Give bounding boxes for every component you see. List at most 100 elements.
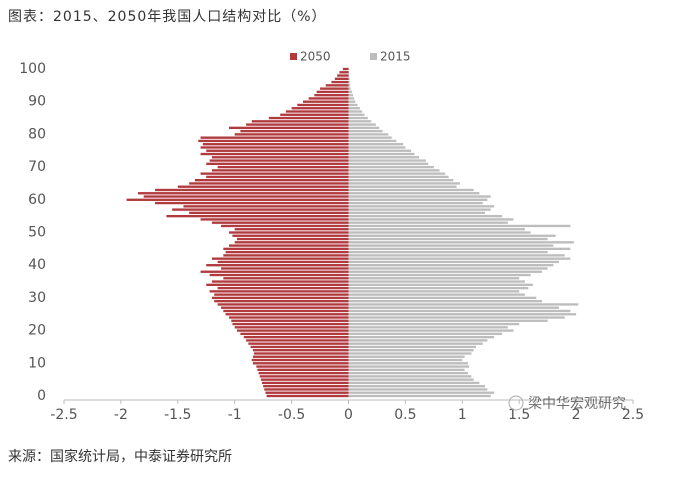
bar — [348, 126, 380, 130]
bar — [320, 87, 349, 90]
bar — [348, 218, 514, 221]
bar — [297, 103, 349, 107]
bar — [348, 133, 389, 136]
bar — [223, 247, 349, 251]
bar — [217, 260, 349, 264]
bar — [348, 116, 368, 120]
bar — [200, 218, 349, 221]
bar — [260, 378, 349, 381]
bar — [348, 293, 525, 296]
bar — [211, 169, 349, 172]
bar — [348, 352, 472, 355]
bar — [206, 175, 349, 179]
y-tick-label: 10 — [28, 355, 46, 371]
bar — [200, 146, 349, 149]
bar — [348, 159, 426, 162]
bar — [209, 159, 349, 162]
bar — [251, 358, 349, 362]
bar — [262, 381, 349, 385]
bar — [348, 71, 350, 74]
bar — [348, 381, 480, 385]
bar — [252, 349, 349, 352]
x-tick-label: 1 — [458, 407, 467, 423]
y-tick-label: 100 — [19, 61, 46, 77]
source-note: 来源：国家统计局，中泰证券研究所 — [8, 449, 232, 465]
bar — [221, 267, 349, 270]
bar — [348, 224, 571, 228]
y-tick-label: 30 — [28, 290, 46, 306]
bar — [348, 368, 465, 372]
bar — [348, 270, 542, 273]
bar — [348, 192, 480, 195]
bar — [285, 110, 349, 113]
bar — [225, 250, 349, 254]
bar — [348, 185, 457, 188]
bar — [240, 129, 349, 133]
bar — [243, 335, 349, 339]
bar — [348, 107, 360, 110]
bar — [348, 110, 363, 113]
bar — [280, 113, 349, 116]
bar — [348, 123, 376, 126]
bar — [200, 136, 349, 139]
bar — [250, 345, 349, 349]
bar — [348, 113, 365, 116]
y-tick-label: 90 — [28, 94, 46, 110]
bar — [206, 162, 349, 166]
bar — [348, 198, 488, 201]
bar — [166, 214, 349, 218]
bar — [246, 339, 349, 342]
bar — [348, 257, 571, 260]
y-tick-label: 50 — [28, 225, 46, 241]
bar — [348, 250, 548, 254]
bar — [229, 316, 349, 319]
bar — [348, 211, 486, 215]
legend-swatch — [290, 53, 297, 60]
bar — [223, 254, 349, 257]
chart-title: 图表：2015、2050年我国人口结构对比（%） — [8, 9, 327, 25]
bar — [183, 205, 349, 208]
x-tick-label: -0.5 — [278, 407, 305, 423]
bar — [211, 257, 349, 260]
bar — [348, 335, 495, 339]
bar — [348, 208, 491, 211]
bar — [266, 394, 349, 398]
bar — [348, 316, 565, 319]
bar — [334, 77, 349, 80]
bar — [217, 286, 349, 290]
bar — [232, 322, 349, 326]
watermark: 梁中华宏观研究 — [528, 396, 626, 412]
bar — [337, 74, 349, 77]
bar — [348, 355, 465, 358]
bar — [348, 299, 542, 303]
x-tick-label: -2.5 — [50, 407, 77, 423]
bar — [248, 342, 349, 345]
bar — [202, 143, 349, 146]
bar — [155, 188, 349, 192]
y-tick-label: 0 — [37, 388, 46, 404]
bar — [348, 375, 472, 378]
bar — [348, 84, 351, 87]
watermark-icon — [508, 395, 524, 411]
bar — [231, 319, 349, 322]
bar — [217, 303, 349, 306]
bar — [348, 231, 531, 234]
bar — [348, 247, 571, 251]
bar — [348, 120, 372, 123]
bar — [246, 123, 349, 126]
bar — [348, 322, 520, 326]
x-tick-label: -1 — [228, 407, 242, 423]
bar — [348, 201, 483, 205]
bar — [234, 228, 349, 231]
bar — [348, 80, 350, 84]
bar — [206, 283, 349, 286]
bar — [348, 221, 508, 224]
bar — [206, 264, 349, 267]
bar — [325, 84, 349, 87]
bar — [348, 358, 463, 362]
bar — [348, 342, 483, 345]
bar — [348, 179, 454, 182]
bar — [126, 198, 349, 201]
bar — [206, 149, 349, 152]
bar — [348, 175, 449, 179]
